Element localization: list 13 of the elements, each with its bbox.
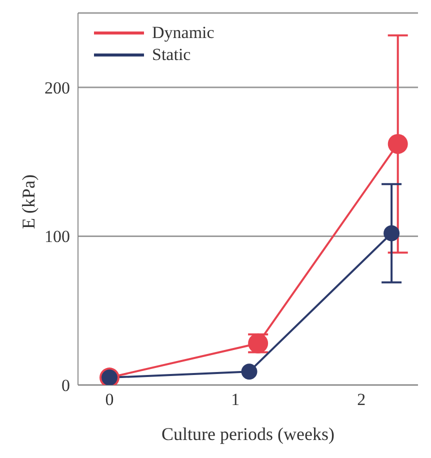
y-tick-label: 200 — [44, 78, 70, 98]
legend-label: Static — [152, 44, 191, 66]
legend-label: Dynamic — [152, 22, 214, 44]
x-tick-label: 1 — [231, 390, 240, 410]
x-axis-title: Culture periods (weeks) — [162, 424, 334, 444]
point — [388, 134, 408, 154]
x-tick-label: 0 — [105, 390, 114, 410]
y-axis-title: E (kPa) — [18, 174, 38, 229]
y-tick-label: 100 — [44, 227, 70, 246]
point — [241, 364, 258, 380]
y-tick-label: 0 — [62, 376, 70, 396]
point — [384, 225, 400, 242]
x-tick-label: 2 — [357, 390, 366, 410]
